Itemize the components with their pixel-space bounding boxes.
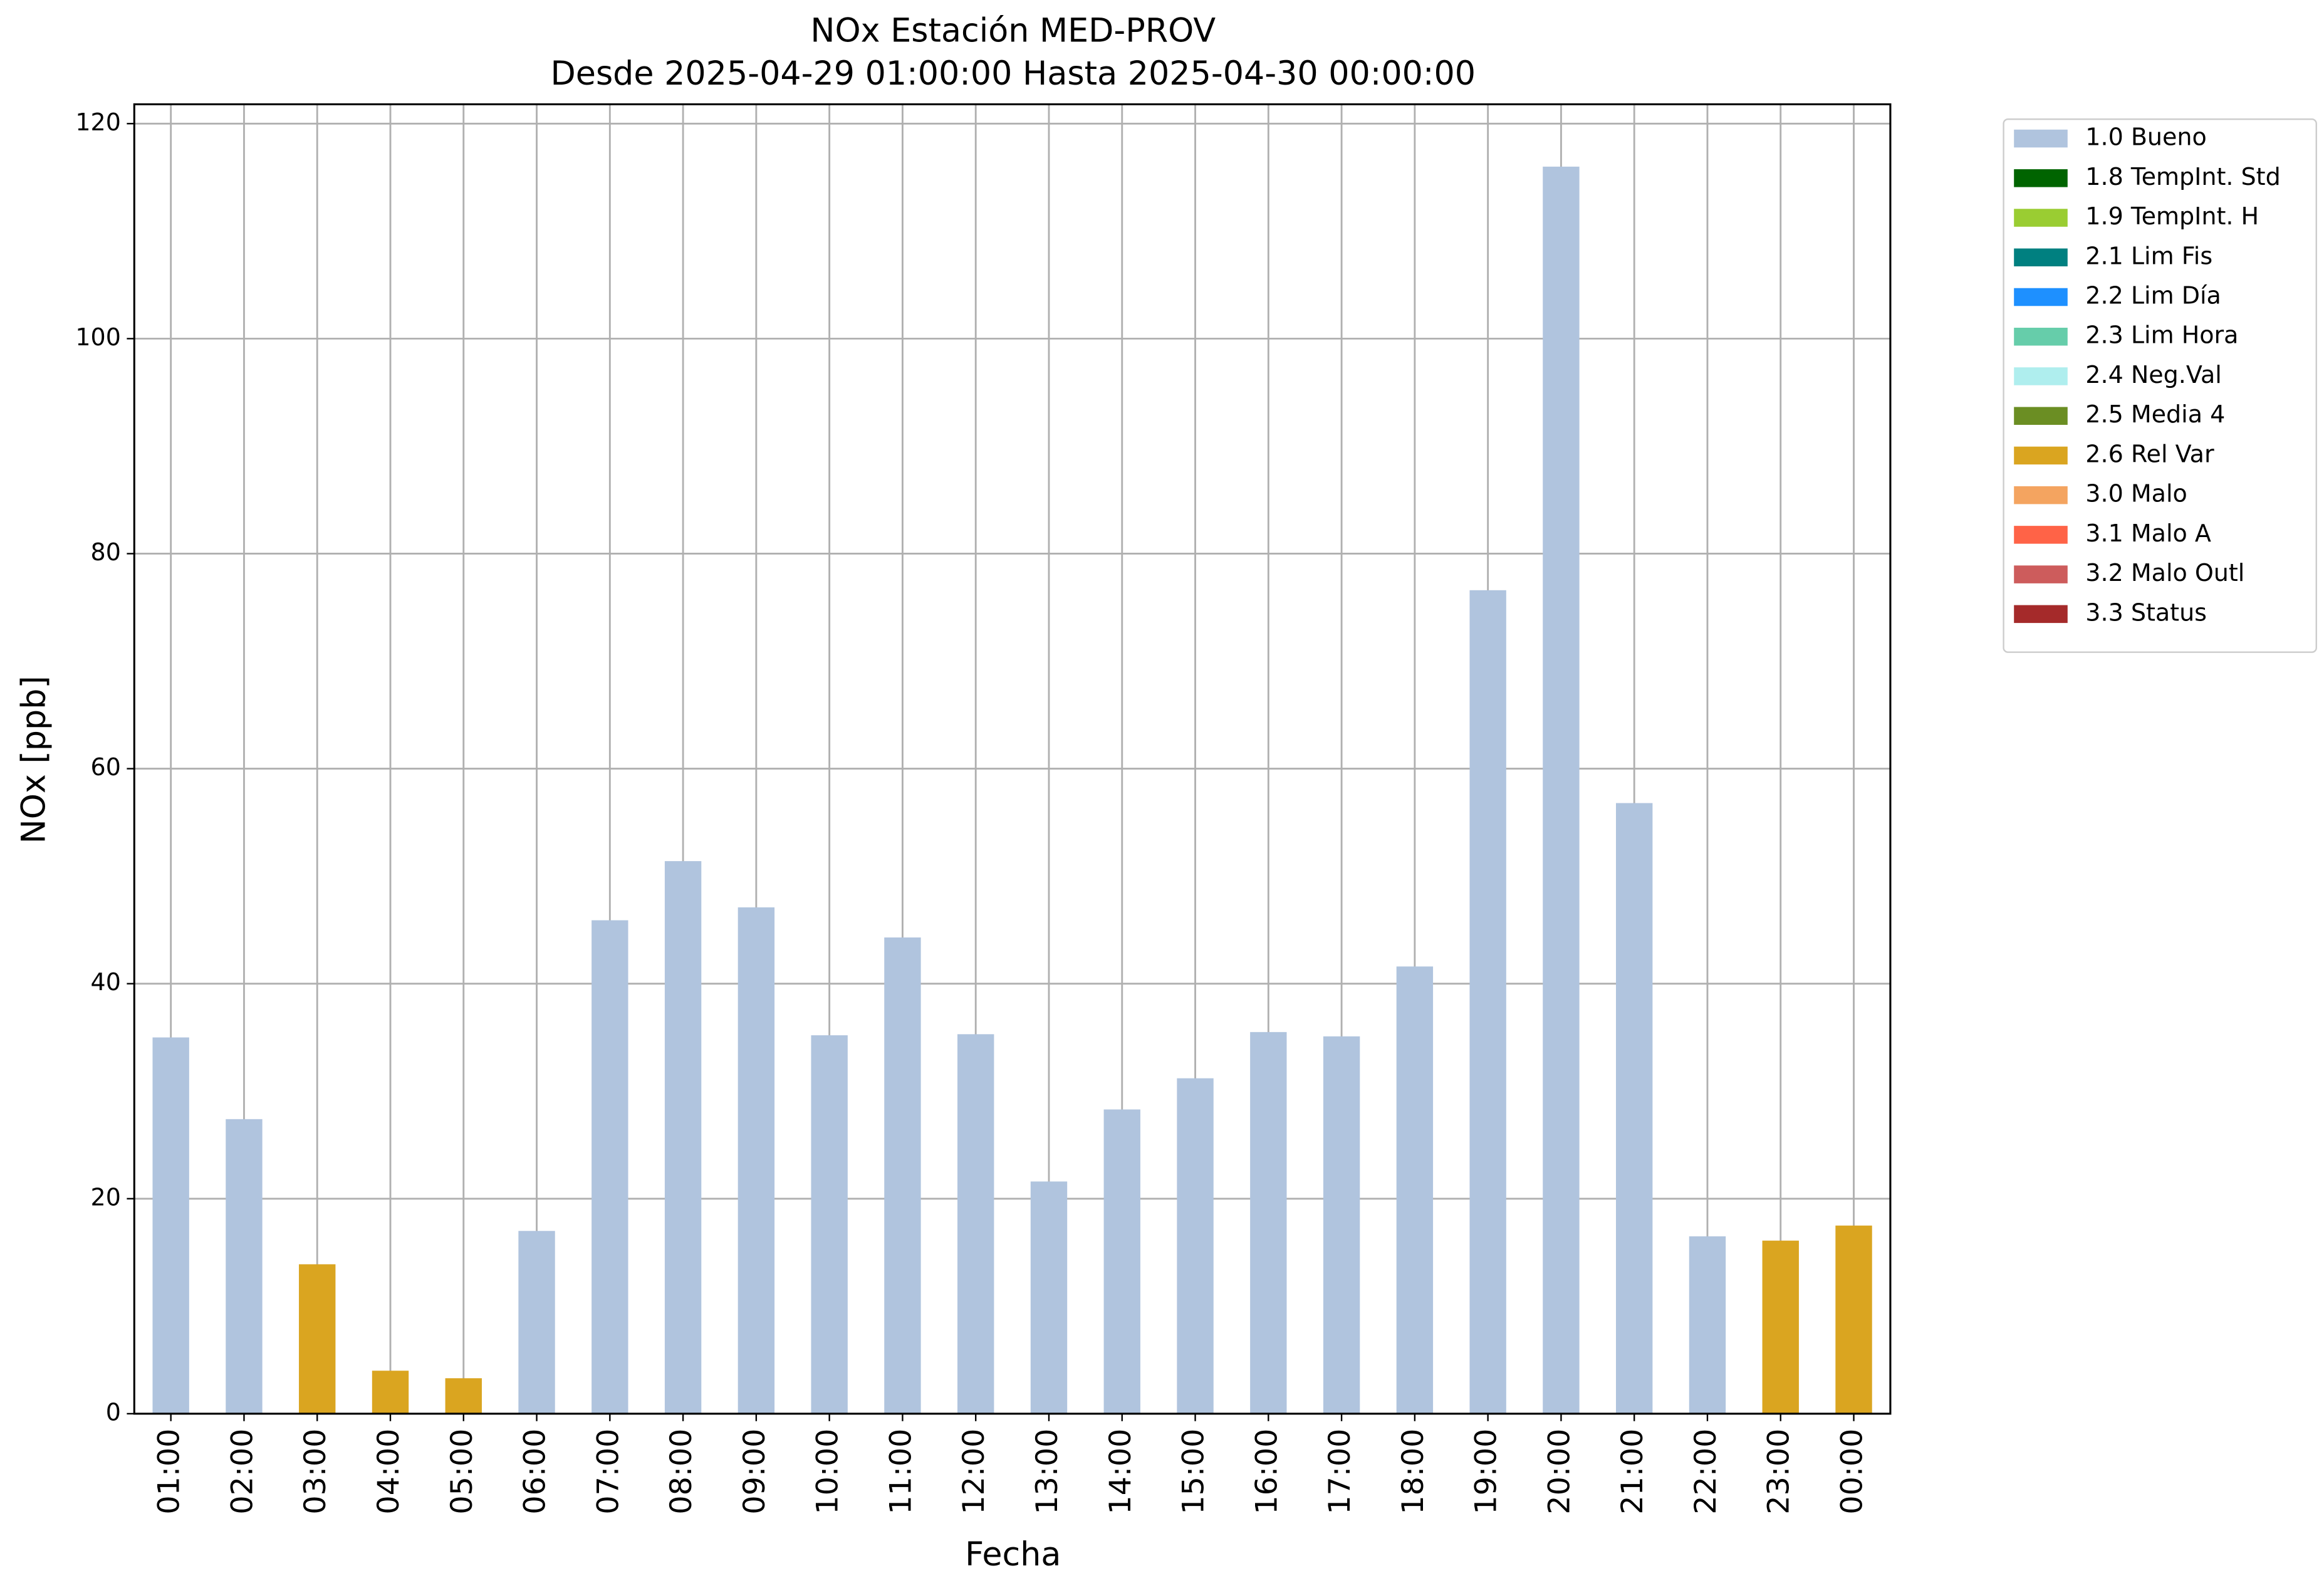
- legend-swatch: [2014, 248, 2068, 267]
- bar: [518, 1231, 555, 1414]
- bar: [811, 1035, 848, 1414]
- legend-box: [2003, 118, 2317, 653]
- legend-label: 2.4 Neg.Val: [2085, 361, 2222, 389]
- legend-label: 3.3 Status: [2085, 598, 2207, 626]
- legend-label: 2.3 Lim Hora: [2085, 321, 2238, 349]
- legend-swatch: [2014, 209, 2068, 227]
- bar: [299, 1264, 336, 1414]
- x-tick-label: 06:00: [518, 1429, 553, 1515]
- legend-swatch: [2014, 446, 2068, 465]
- x-tick-label: 20:00: [1542, 1429, 1576, 1515]
- x-tick-label: 22:00: [1689, 1429, 1723, 1515]
- x-axis-label: Fecha: [965, 1535, 1061, 1574]
- legend-swatch: [2014, 486, 2068, 504]
- legend-label: 3.2 Malo Outl: [2085, 559, 2244, 587]
- x-tick-label: 15:00: [1177, 1429, 1211, 1515]
- y-tick-label: 40: [91, 968, 121, 996]
- legend-swatch: [2014, 407, 2068, 425]
- x-tick-label: 13:00: [1030, 1429, 1065, 1515]
- bar: [1030, 1181, 1068, 1414]
- bar: [591, 920, 628, 1414]
- y-tick-label: 80: [91, 538, 121, 566]
- x-tick-label: 04:00: [372, 1429, 406, 1515]
- x-tick-label: 01:00: [152, 1429, 187, 1515]
- bar: [1689, 1236, 1726, 1414]
- bar: [1323, 1036, 1360, 1414]
- y-axis-label: NOx [ppb]: [14, 676, 53, 844]
- x-tick-label: 09:00: [737, 1429, 772, 1515]
- x-tick-label: 10:00: [811, 1429, 845, 1515]
- y-tick-label: 60: [91, 753, 121, 781]
- legend-swatch: [2014, 367, 2068, 385]
- bar: [372, 1371, 409, 1414]
- bar: [1396, 966, 1434, 1414]
- legend-label: 3.0 Malo: [2085, 480, 2187, 508]
- x-tick-label: 02:00: [225, 1429, 259, 1515]
- y-tick-label: 100: [75, 323, 121, 351]
- x-tick-label: 05:00: [445, 1429, 479, 1515]
- plot-frame: [133, 103, 1892, 1415]
- x-tick-label: 21:00: [1615, 1429, 1650, 1515]
- x-tick-label: 03:00: [298, 1429, 333, 1515]
- x-tick-label: 11:00: [883, 1429, 918, 1515]
- bar: [664, 861, 702, 1414]
- legend-swatch: [2014, 605, 2068, 624]
- bar: [152, 1037, 189, 1414]
- x-tick-label: 07:00: [591, 1429, 625, 1515]
- bar: [1835, 1225, 1872, 1414]
- chart-subtitle: Desde 2025-04-29 01:00:00 Hasta 2025-04-…: [551, 55, 1476, 93]
- bar: [1543, 166, 1580, 1414]
- x-tick-label: 18:00: [1396, 1429, 1430, 1515]
- bar: [1469, 590, 1506, 1414]
- legend-swatch: [2014, 565, 2068, 583]
- bar: [1103, 1109, 1140, 1414]
- x-tick-label: 23:00: [1762, 1429, 1796, 1515]
- legend-label: 1.9 TempInt. H: [2085, 202, 2259, 230]
- y-tick-label: 0: [106, 1398, 121, 1426]
- x-tick-label: 12:00: [957, 1429, 991, 1515]
- legend-swatch: [2014, 526, 2068, 544]
- y-tick-label: 20: [91, 1183, 121, 1211]
- x-tick-label: 16:00: [1249, 1429, 1284, 1515]
- legend-label: 2.5 Media 4: [2085, 400, 2225, 428]
- bar: [1762, 1240, 1799, 1414]
- bar: [737, 907, 775, 1414]
- x-tick-label: 00:00: [1835, 1429, 1870, 1515]
- legend-swatch: [2014, 288, 2068, 306]
- bar: [226, 1119, 263, 1414]
- bar: [1250, 1032, 1287, 1414]
- legend-label: 2.6 Rel Var: [2085, 440, 2214, 468]
- legend-label: 2.2 Lim Día: [2085, 281, 2221, 309]
- x-tick-label: 19:00: [1469, 1429, 1504, 1515]
- legend-label: 3.1 Malo A: [2085, 520, 2211, 547]
- legend-label: 1.8 TempInt. Std: [2085, 163, 2280, 191]
- y-tick-label: 120: [75, 108, 121, 136]
- bar: [957, 1034, 994, 1414]
- x-tick-label: 17:00: [1323, 1429, 1357, 1515]
- legend-swatch: [2014, 169, 2068, 187]
- bar: [1177, 1078, 1214, 1414]
- x-tick-label: 14:00: [1103, 1429, 1138, 1515]
- chart-title: NOx Estación MED-PROV: [810, 11, 1216, 50]
- legend-swatch: [2014, 129, 2068, 148]
- legend-swatch: [2014, 327, 2068, 346]
- legend-label: 1.0 Bueno: [2085, 123, 2206, 151]
- x-tick-label: 08:00: [664, 1429, 699, 1515]
- bar: [1615, 803, 1653, 1414]
- legend-label: 2.1 Lim Fis: [2085, 242, 2212, 269]
- bar: [884, 937, 921, 1414]
- bar: [445, 1378, 482, 1414]
